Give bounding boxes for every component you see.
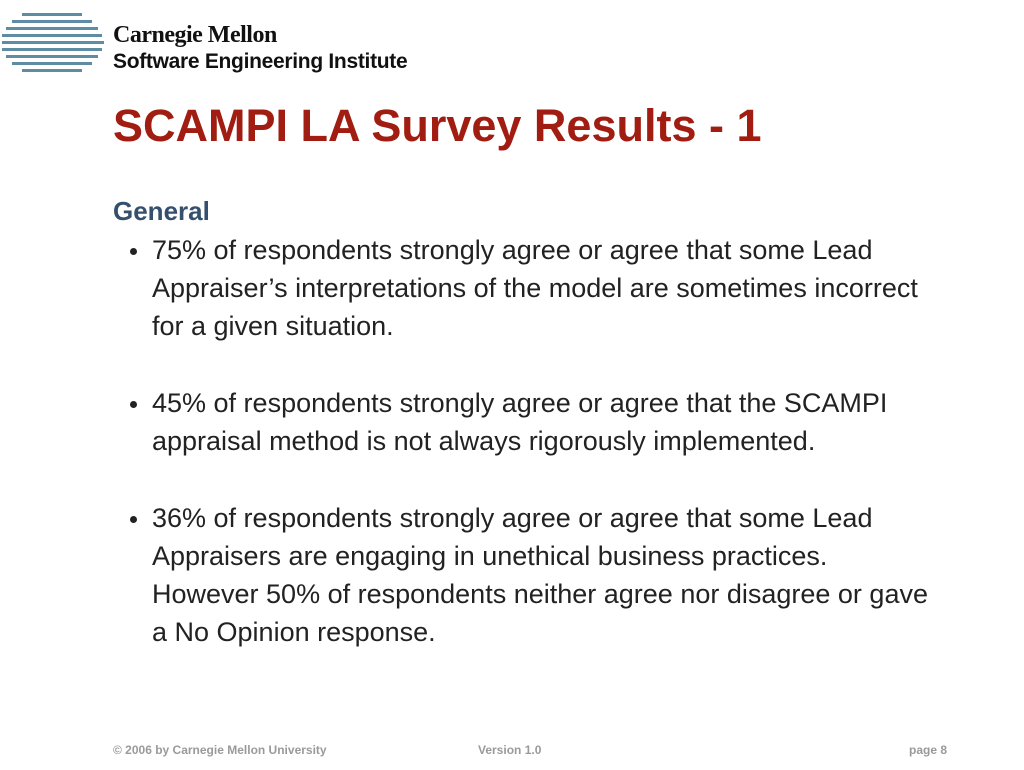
section-heading: General [113, 196, 210, 226]
bullet-item: 45% of respondents strongly agree or agr… [130, 384, 930, 460]
footer-page: page 8 [908, 743, 947, 757]
bullet-text: 45% of respondents strongly agree or agr… [152, 388, 888, 456]
org-name: Carnegie Mellon [113, 22, 277, 48]
slide-title: SCAMPI LA Survey Results - 1 [113, 100, 762, 151]
logo-mark [2, 13, 104, 72]
footer-copyright: © 2006 by Carnegie Mellon University [113, 743, 327, 757]
bullet-dot [130, 248, 137, 255]
institute-name: Software Engineering Institute [113, 50, 408, 73]
footer-version: Version 1.0 [478, 743, 542, 757]
bullet-text: 36% of respondents strongly agree or agr… [152, 503, 928, 647]
bullet-item: 36% of respondents strongly agree or agr… [130, 499, 930, 651]
bullet-text: 75% of respondents strongly agree or agr… [152, 235, 918, 341]
bullet-dot [130, 401, 137, 408]
bullet-dot [130, 516, 137, 523]
bullet-list: 75% of respondents strongly agree or agr… [130, 231, 930, 690]
bullet-item: 75% of respondents strongly agree or agr… [130, 231, 930, 345]
